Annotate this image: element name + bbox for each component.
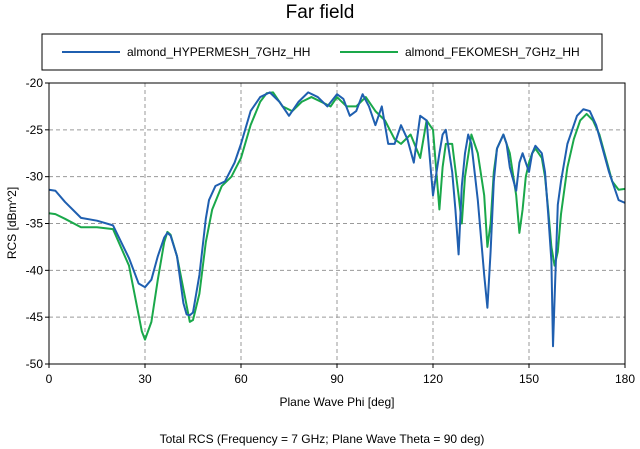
- y-tick-label: -25: [26, 123, 44, 137]
- y-tick-label: -45: [26, 310, 44, 324]
- x-tick-labels: 0 30 60 90 120 150 180: [46, 364, 635, 386]
- legend-box: [41, 33, 603, 71]
- grid: [49, 83, 625, 364]
- x-tick-label: 150: [519, 372, 539, 386]
- legend-label-fekomesh: almond_FEKOMESH_7GHz_HH: [405, 45, 580, 59]
- y-tick-labels: -20 -25 -30 -35 -40 -45 -50: [26, 76, 49, 371]
- x-tick-label: 120: [423, 372, 443, 386]
- legend-label-hypermesh: almond_HYPERMESH_7GHz_HH: [127, 45, 310, 59]
- x-axis-label: Plane Wave Phi [deg]: [280, 395, 395, 409]
- series-line-hypermesh: [48, 91, 626, 348]
- y-tick-label: -35: [26, 217, 44, 231]
- x-tick-label: 30: [138, 372, 152, 386]
- chart-title: Far field: [286, 2, 355, 23]
- legend: almond_HYPERMESH_7GHz_HH almond_FEKOMESH…: [41, 33, 603, 71]
- chart-caption: Total RCS (Frequency = 7 GHz; Plane Wave…: [160, 432, 485, 446]
- series-layer: [48, 91, 626, 348]
- x-tick-label: 90: [330, 372, 344, 386]
- y-tick-label: -30: [26, 170, 44, 184]
- y-tick-label: -50: [26, 357, 44, 371]
- y-axis-label: RCS [dBm^2]: [5, 187, 19, 259]
- y-tick-label: -20: [26, 76, 44, 90]
- y-tick-label: -40: [26, 263, 44, 277]
- x-tick-label: 0: [46, 372, 53, 386]
- x-tick-label: 60: [234, 372, 248, 386]
- x-tick-label: 180: [615, 372, 635, 386]
